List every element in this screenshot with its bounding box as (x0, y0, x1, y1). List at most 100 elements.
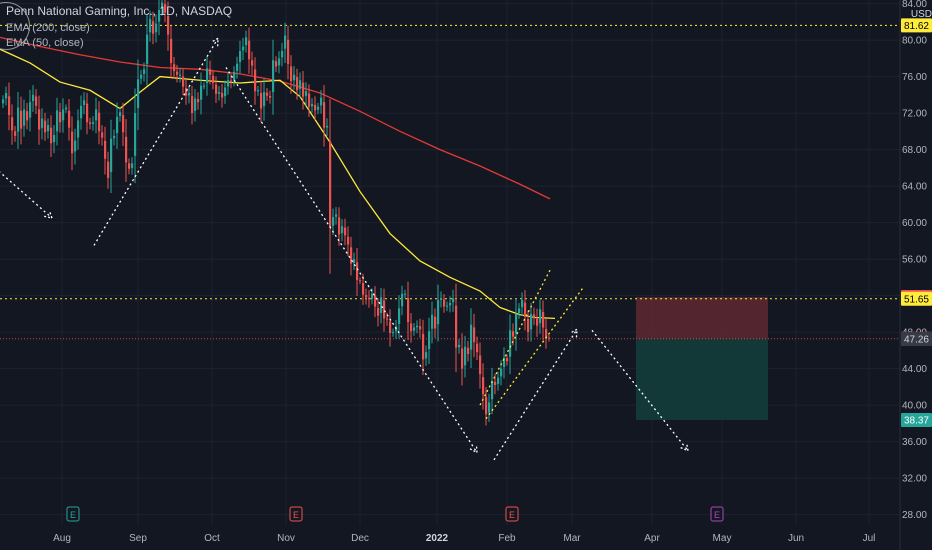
price-axis[interactable]: 84.00 80.00 76.00 72.00 68.00 64.00 60.00 56.00… (899, 0, 932, 550)
price-label-badge (901, 412, 932, 427)
candle-body (56, 110, 59, 132)
candle-body (59, 112, 62, 123)
candle-body (326, 125, 329, 128)
candle-body (344, 227, 347, 236)
candle-body (287, 39, 290, 64)
candle-body (224, 87, 227, 97)
candle-body (131, 163, 134, 168)
price-tick-label: 60.00 (902, 218, 927, 229)
candle-body (419, 326, 422, 330)
candle-body (194, 98, 197, 111)
candle-body (506, 358, 509, 362)
candle-body (404, 293, 407, 295)
candle-body (374, 295, 377, 307)
candle-body (200, 85, 203, 100)
candle-body (497, 377, 500, 384)
time-tick-label: Nov (277, 533, 295, 544)
candle-body (158, 9, 161, 22)
candle-body (359, 280, 362, 282)
candle-body (71, 131, 74, 154)
take-profit-zone (636, 338, 768, 420)
candle-body (452, 298, 455, 303)
position-zones (636, 297, 768, 420)
candle-body (236, 63, 239, 71)
candle-body (113, 135, 116, 139)
candle-body (173, 64, 176, 72)
chart-grid (0, 0, 900, 525)
candle-body (104, 140, 107, 159)
candle-body (275, 61, 278, 67)
ema-50-legend[interactable]: EMA (50, close) (6, 37, 84, 49)
candle-body (488, 402, 491, 413)
candle-body (500, 368, 503, 377)
time-axis[interactable]: Aug Sep Oct Nov Dec 2022 Feb Mar Apr May Jun Jul (53, 533, 875, 544)
price-tick-label: 80.00 (902, 36, 927, 47)
candle-body (50, 127, 53, 144)
candle-body (530, 313, 533, 330)
candle-body (95, 109, 98, 121)
time-tick-label: Aug (53, 533, 71, 544)
candle-body (161, 2, 164, 9)
price-label-text: 51.65 (904, 294, 929, 305)
candle-body (455, 305, 458, 348)
candle-body (149, 19, 152, 33)
time-tick-label: Jun (788, 533, 804, 544)
candle-body (218, 92, 221, 94)
candle-body (383, 300, 386, 319)
stop-loss-zone (636, 297, 768, 339)
candle-body (212, 76, 215, 83)
ema-200-line (0, 36, 551, 200)
candle-body (401, 293, 404, 307)
candle-body (80, 105, 83, 119)
candle-body (167, 16, 170, 35)
candle-body (521, 300, 524, 308)
candle-body (35, 96, 38, 106)
price-label-text: 81.62 (904, 21, 929, 32)
candle-body (269, 96, 272, 98)
time-tick-label: Feb (498, 533, 516, 544)
candle-body (470, 324, 473, 350)
candle-body (434, 316, 437, 329)
candle-body (410, 323, 413, 332)
candle-body (392, 332, 395, 334)
candle-body (233, 72, 236, 80)
earnings-icon (66, 506, 80, 522)
candle-body (221, 92, 224, 98)
candle-body (329, 141, 332, 228)
candle-body (518, 308, 521, 314)
candle-body (38, 109, 41, 130)
candle-body (365, 295, 368, 298)
candle-body (527, 318, 530, 333)
candle-body (272, 60, 275, 92)
candle-body (461, 348, 464, 369)
drawing-annotations (0, 37, 689, 461)
candle-body (266, 92, 269, 96)
chart-title[interactable]: Penn National Gaming, Inc., 1D, NASDAQ (6, 4, 233, 18)
candle-body (299, 80, 302, 89)
price-tick-label: 72.00 (902, 109, 927, 120)
earnings-label: E (70, 510, 76, 520)
candle-body (350, 247, 353, 264)
candle-body (335, 214, 338, 217)
candle-body (257, 90, 260, 92)
candle-body (428, 331, 431, 350)
trend-arrow-line (591, 329, 689, 452)
candle-body (182, 76, 185, 87)
candle-body (185, 88, 188, 96)
earnings-label: E (509, 510, 515, 520)
price-label-badge (901, 291, 932, 306)
price-tick-label: 56.00 (902, 255, 927, 266)
arrow-head (210, 37, 219, 47)
candle-body (290, 66, 293, 82)
earnings-icon (289, 506, 303, 522)
candle-body (533, 314, 536, 318)
candle-body (473, 327, 476, 343)
ema-200-legend[interactable]: EMA (200, close) (6, 22, 90, 34)
candle-body (317, 106, 320, 110)
candle-body (314, 104, 317, 111)
price-tick-label: 76.00 (902, 72, 927, 83)
price-tick-label: 64.00 (902, 182, 927, 193)
candle-body (545, 329, 548, 338)
candle-body (134, 113, 137, 156)
